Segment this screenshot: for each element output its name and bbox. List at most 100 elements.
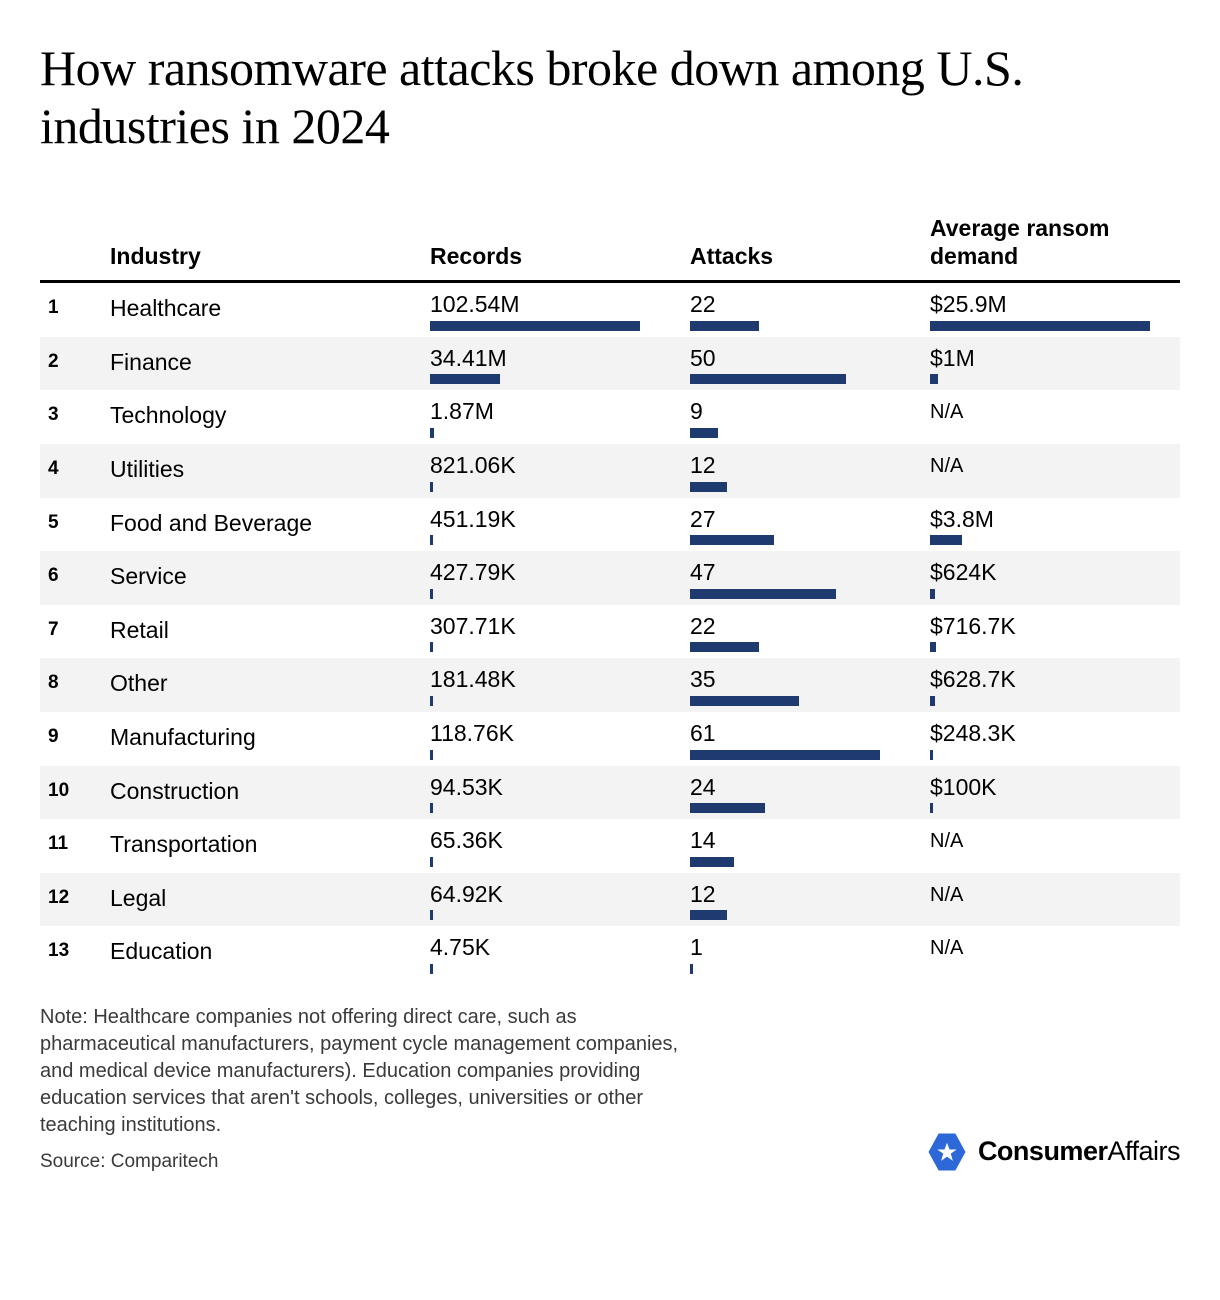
attacks-cell-label: 47 (690, 559, 930, 587)
ransom-cell-bar (930, 589, 935, 599)
ransom-cell-bar-wrap (930, 696, 1180, 706)
ransom-cell: $248.3K (930, 720, 1180, 760)
table-row: 11Transportation65.36K14N/A (40, 819, 1180, 873)
records-cell-bar-wrap (430, 910, 690, 920)
records-cell-label: 94.53K (430, 774, 690, 802)
records-cell-label: 1.87M (430, 398, 690, 426)
attacks-cell-bar-wrap (690, 535, 930, 545)
attacks-cell: 22 (690, 291, 930, 331)
attacks-cell-bar (690, 535, 774, 545)
rank-cell: 12 (40, 881, 110, 909)
records-cell-bar-wrap (430, 321, 690, 331)
industry-cell: Education (110, 934, 430, 965)
attacks-cell-bar (690, 482, 727, 492)
records-cell: 1.87M (430, 398, 690, 438)
records-cell-label: 181.48K (430, 666, 690, 694)
industry-cell: Service (110, 559, 430, 590)
ransom-cell-label: N/A (930, 452, 1180, 478)
records-cell-bar (430, 428, 434, 438)
attacks-cell-bar (690, 696, 799, 706)
industry-cell: Manufacturing (110, 720, 430, 751)
ransom-cell: N/A (930, 881, 1180, 907)
ransom-cell-bar-wrap (930, 535, 1180, 545)
rank-cell: 5 (40, 506, 110, 534)
footer: Note: Healthcare companies not offering … (40, 1004, 1180, 1173)
attacks-cell-label: 50 (690, 345, 930, 373)
ransom-cell-bar-wrap (930, 374, 1180, 384)
attacks-cell-label: 9 (690, 398, 930, 426)
data-table: Industry Records Attacks Average ransom … (40, 215, 1180, 980)
records-cell: 451.19K (430, 506, 690, 546)
table-row: 3Technology1.87M9N/A (40, 390, 1180, 444)
table-row: 8Other181.48K35$628.7K (40, 658, 1180, 712)
records-cell-label: 34.41M (430, 345, 690, 373)
ransom-cell: N/A (930, 827, 1180, 853)
records-cell-bar (430, 642, 433, 652)
table-row: 10Construction94.53K24$100K (40, 766, 1180, 820)
records-cell-bar-wrap (430, 589, 690, 599)
attacks-cell-bar (690, 964, 693, 974)
records-cell-label: 64.92K (430, 881, 690, 909)
attacks-cell-bar (690, 321, 759, 331)
ransom-cell-bar (930, 374, 938, 384)
ransom-cell-bar-wrap (930, 321, 1180, 331)
ransom-cell: $628.7K (930, 666, 1180, 706)
records-cell: 64.92K (430, 881, 690, 921)
ransom-cell-label: N/A (930, 881, 1180, 907)
table-row: 4Utilities821.06K12N/A (40, 444, 1180, 498)
attacks-cell: 12 (690, 452, 930, 492)
attacks-cell-bar-wrap (690, 321, 930, 331)
note-block: Note: Healthcare companies not offering … (40, 1004, 680, 1173)
attacks-cell-bar (690, 589, 836, 599)
records-cell: 427.79K (430, 559, 690, 599)
ransom-cell-label: $1M (930, 345, 1180, 373)
ransom-cell-label: $248.3K (930, 720, 1180, 748)
rank-cell: 11 (40, 827, 110, 855)
ransom-cell-bar-wrap (930, 750, 1180, 760)
ransom-cell: N/A (930, 934, 1180, 960)
ransom-cell-label: N/A (930, 827, 1180, 853)
records-cell-label: 118.76K (430, 720, 690, 748)
brand-logo: ConsumerAffairs (926, 1131, 1180, 1173)
records-cell-label: 821.06K (430, 452, 690, 480)
ransom-cell-bar (930, 696, 935, 706)
rank-cell: 1 (40, 291, 110, 319)
note-text: Note: Healthcare companies not offering … (40, 1004, 680, 1139)
records-cell-label: 4.75K (430, 934, 690, 962)
ransom-cell-bar-wrap (930, 803, 1180, 813)
attacks-cell: 9 (690, 398, 930, 438)
industry-cell: Food and Beverage (110, 506, 430, 537)
attacks-cell: 50 (690, 345, 930, 385)
industry-cell: Technology (110, 398, 430, 429)
records-cell-bar (430, 482, 433, 492)
records-cell-bar-wrap (430, 535, 690, 545)
attacks-cell-bar-wrap (690, 374, 930, 384)
attacks-cell-bar-wrap (690, 696, 930, 706)
attacks-cell-bar-wrap (690, 857, 930, 867)
attacks-cell-bar (690, 803, 765, 813)
ransom-cell: $716.7K (930, 613, 1180, 653)
records-cell-bar (430, 321, 640, 331)
ransom-cell-bar (930, 321, 1150, 331)
records-cell-label: 65.36K (430, 827, 690, 855)
attacks-cell-bar-wrap (690, 428, 930, 438)
attacks-cell: 47 (690, 559, 930, 599)
rank-cell: 9 (40, 720, 110, 748)
ransom-cell-bar-wrap (930, 642, 1180, 652)
records-cell-bar (430, 589, 433, 599)
table-row: 1Healthcare102.54M22$25.9M (40, 283, 1180, 337)
table-row: 5Food and Beverage451.19K27$3.8M (40, 498, 1180, 552)
records-cell-bar-wrap (430, 642, 690, 652)
records-cell: 181.48K (430, 666, 690, 706)
attacks-cell-bar-wrap (690, 910, 930, 920)
ransom-cell-bar-wrap (930, 589, 1180, 599)
rank-cell: 7 (40, 613, 110, 641)
attacks-cell-label: 35 (690, 666, 930, 694)
records-cell-label: 102.54M (430, 291, 690, 319)
industry-cell: Healthcare (110, 291, 430, 322)
ransom-cell: $624K (930, 559, 1180, 599)
col-header-attacks: Attacks (690, 243, 930, 271)
ransom-cell-label: $3.8M (930, 506, 1180, 534)
rank-cell: 8 (40, 666, 110, 694)
table-row: 6Service427.79K47$624K (40, 551, 1180, 605)
